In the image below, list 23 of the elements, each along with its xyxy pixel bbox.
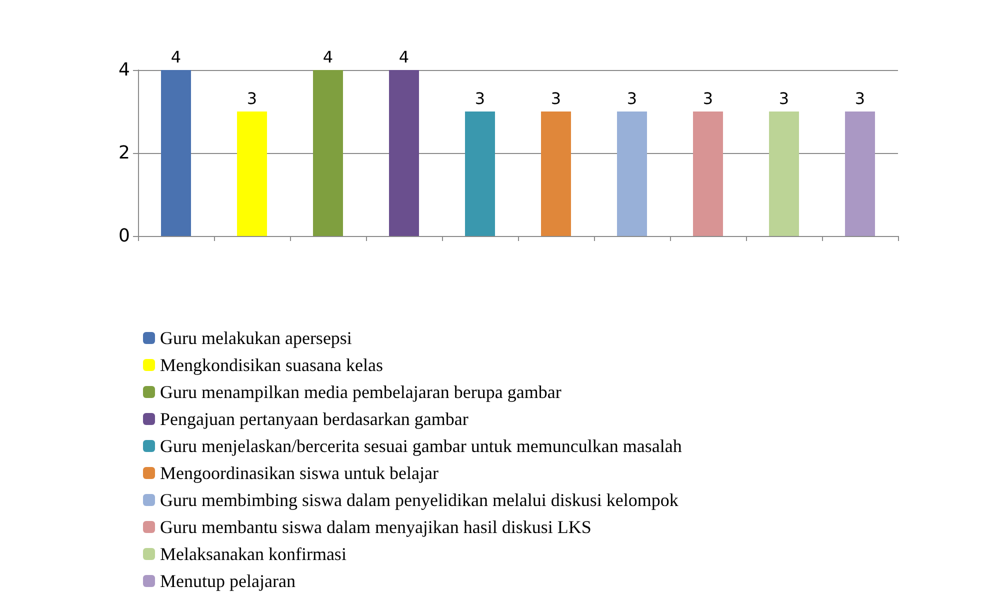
y-tick-label: 0 xyxy=(118,226,130,246)
data-label: 3 xyxy=(550,89,562,108)
data-label: 3 xyxy=(246,89,258,108)
legend-label: Pengajuan pertanyaan berdasarkan gambar xyxy=(160,409,468,429)
legend-label: Guru menampilkan media pembelajaran berupa gambar xyxy=(160,382,562,402)
y-tick-label: 2 xyxy=(118,142,130,164)
data-label: 3 xyxy=(854,89,866,108)
y-tick-label: 4 xyxy=(118,60,130,80)
legend-label: Mengoordinasikan siswa untuk belajar xyxy=(160,463,438,483)
legend-label: Mengkondisikan suasana kelas xyxy=(160,355,383,375)
data-label: 3 xyxy=(626,89,638,108)
legend-label: Guru membimbing siswa dalam penyelidikan melalui diskusi kelompok xyxy=(160,490,678,510)
data-label: 4 xyxy=(398,48,410,66)
data-label: 3 xyxy=(702,89,714,108)
legend-label: Guru melakukan apersepsi xyxy=(160,328,352,348)
data-label: 3 xyxy=(778,89,790,108)
data-label: 4 xyxy=(322,48,334,66)
legend-label: Guru menjelaskan/bercerita sesuai gambar untuk memunculkan masalah xyxy=(160,436,682,456)
data-label: 4 xyxy=(170,48,182,66)
legend-label: Menutup pelajaran xyxy=(160,571,296,591)
legend-label: Melaksanakan konfirmasi xyxy=(160,544,346,564)
legend-label: Guru membantu siswa dalam menyajikan hasil diskusi LKS xyxy=(160,517,592,537)
data-label: 3 xyxy=(474,89,486,108)
